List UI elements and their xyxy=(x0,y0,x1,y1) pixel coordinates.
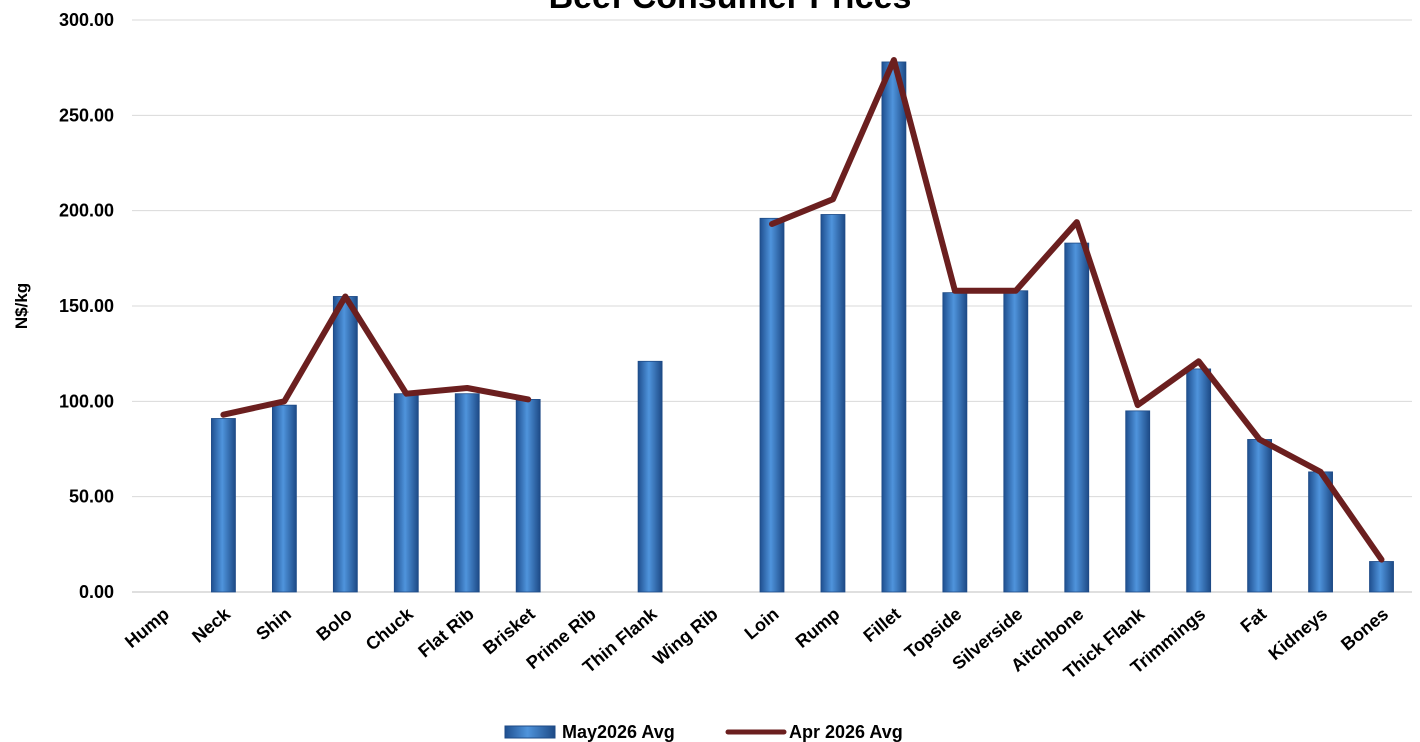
bar-series xyxy=(211,61,1394,593)
legend-item-line: Apr 2026 Avg xyxy=(725,722,903,742)
bar xyxy=(637,360,663,593)
bar xyxy=(454,393,480,593)
y-tick-label: 50.00 xyxy=(69,487,114,507)
line-series xyxy=(220,57,1385,563)
bar xyxy=(1369,561,1394,593)
x-tick-label: Hump xyxy=(121,604,173,652)
legend-bar-label: May2026 Avg xyxy=(562,722,675,742)
bar xyxy=(393,393,419,593)
y-tick-label: 150.00 xyxy=(59,296,114,316)
x-tick-label: Fat xyxy=(1237,604,1271,637)
x-tick-label: Fillet xyxy=(859,604,904,646)
x-tick-label: Bolo xyxy=(312,604,355,645)
legend-bar-swatch xyxy=(504,725,556,739)
bar xyxy=(881,61,907,593)
line-path xyxy=(769,57,1385,563)
bar xyxy=(820,214,846,593)
y-axis: 0.00 50.00 100.00 150.00 200.00 250.00 300.00 xyxy=(59,10,114,602)
x-tick-label: Neck xyxy=(188,603,235,647)
y-axis-title: N$/kg xyxy=(12,283,31,329)
y-tick-label: 100.00 xyxy=(59,391,114,411)
legend-line-label: Apr 2026 Avg xyxy=(789,722,903,742)
bar xyxy=(1186,368,1212,593)
x-tick-label: Rump xyxy=(792,604,844,652)
bar xyxy=(332,296,358,593)
legend-item-bar: May2026 Avg xyxy=(504,722,675,742)
bar xyxy=(271,404,297,593)
y-tick-label: 300.00 xyxy=(59,10,114,30)
y-tick-label: 200.00 xyxy=(59,201,114,221)
bar xyxy=(942,292,968,593)
bar xyxy=(1003,290,1029,593)
bar xyxy=(1308,471,1333,593)
bar xyxy=(211,418,236,593)
bar xyxy=(1247,439,1273,593)
x-tick-label: Shin xyxy=(252,604,295,644)
x-tick-label: Wing Rib xyxy=(649,604,721,669)
x-tick-label: Bones xyxy=(1337,604,1392,655)
bar xyxy=(1064,242,1090,593)
legend: May2026 Avg Apr 2026 Avg xyxy=(504,722,903,742)
x-tick-label: Chuck xyxy=(362,603,418,654)
x-tick-label: Loin xyxy=(741,604,783,644)
x-tick-label: Flat Rib xyxy=(414,604,477,662)
chart-title: Beef Consumer Prices xyxy=(549,0,912,16)
x-tick-label: Kidneys xyxy=(1265,604,1332,664)
x-tick-label: Brisket xyxy=(479,604,539,659)
line-path xyxy=(220,293,532,418)
bar xyxy=(1125,410,1151,593)
bar xyxy=(759,217,785,593)
y-tick-label: 250.00 xyxy=(59,105,114,125)
y-tick-label: 0.00 xyxy=(79,582,114,602)
bar xyxy=(515,399,541,593)
